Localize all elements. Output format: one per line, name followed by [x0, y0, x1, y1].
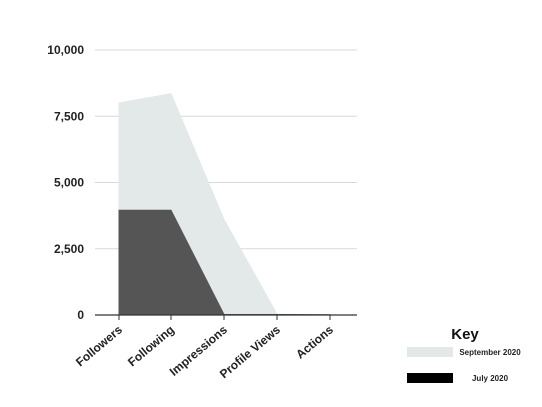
x-category-label: Actions: [293, 322, 336, 361]
x-category-label: Following: [125, 323, 177, 370]
y-axis-tick-labels: 0 2,500 5,000 7,500 10,000: [47, 43, 84, 322]
legend-label: September 2020: [459, 348, 521, 357]
series-areas: [118, 93, 331, 316]
y-tick-label: 0: [77, 308, 84, 322]
legend-label: July 2020: [472, 374, 509, 383]
y-tick-label: 2,500: [54, 242, 84, 256]
x-category-label: Followers: [73, 322, 125, 369]
y-tick-label: 5,000: [54, 176, 84, 190]
legend: Key September 2020 July 2020: [407, 326, 521, 383]
legend-title: Key: [451, 326, 479, 343]
legend-swatch: [407, 373, 453, 383]
legend-items: September 2020 July 2020: [407, 347, 521, 383]
y-tick-label: 10,000: [47, 43, 84, 57]
x-axis-tick-marks: [118, 315, 331, 320]
legend-swatch: [407, 347, 453, 357]
y-tick-label: 7,500: [54, 109, 84, 123]
